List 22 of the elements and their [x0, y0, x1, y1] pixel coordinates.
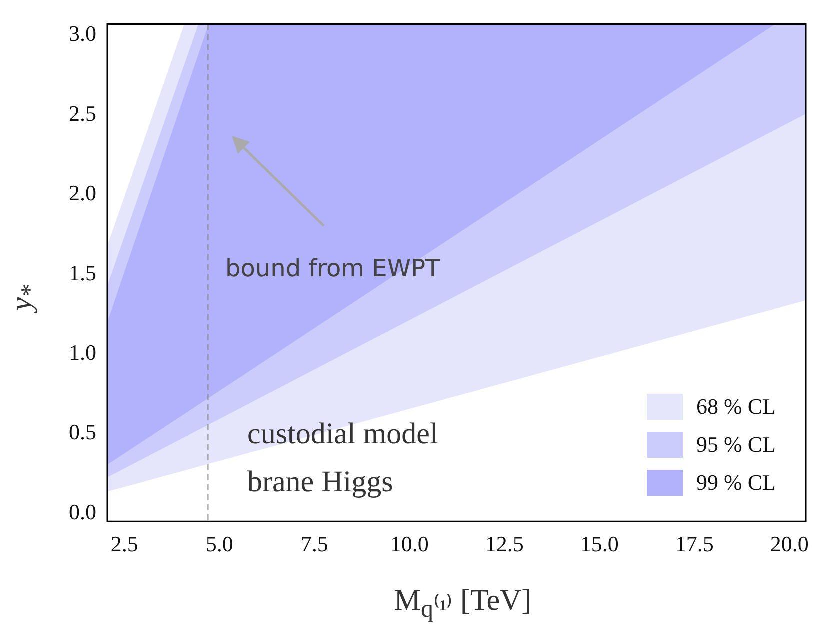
x-tick-label: 10.0 [390, 532, 429, 557]
legend-label: 99 % CL [696, 470, 776, 496]
legend-label: 68 % CL [696, 394, 776, 420]
x-axis-title: M$_{q⁽¹⁾}$ [TeV] [393, 584, 533, 624]
y-tick-label: 0.5 [69, 420, 96, 445]
x-tick-label: 12.5 [485, 532, 524, 557]
x-tick-label: 15.0 [580, 532, 619, 557]
x-tick-label: 7.5 [300, 532, 328, 557]
annotation: bound from EWPT [226, 254, 441, 282]
x-tick-label: 2.5 [110, 532, 138, 557]
y-tick-label: 2.0 [69, 180, 96, 206]
x-tick-label: 20.0 [770, 532, 809, 557]
y-tick-label: 0.0 [69, 499, 96, 524]
y-tick-label: 2.5 [69, 100, 96, 126]
y-tick-label: 3.0 [69, 21, 96, 46]
legend-label: 95 % CL [696, 432, 776, 458]
x-tick-label: 5.0 [206, 532, 234, 557]
x-tick-label: 17.5 [675, 532, 714, 557]
annotation: custodial model [248, 418, 438, 451]
y-tick-label: 1.5 [69, 260, 96, 286]
y-tick-label: 1.0 [69, 340, 96, 365]
annotation: brane Higgs [248, 466, 394, 499]
